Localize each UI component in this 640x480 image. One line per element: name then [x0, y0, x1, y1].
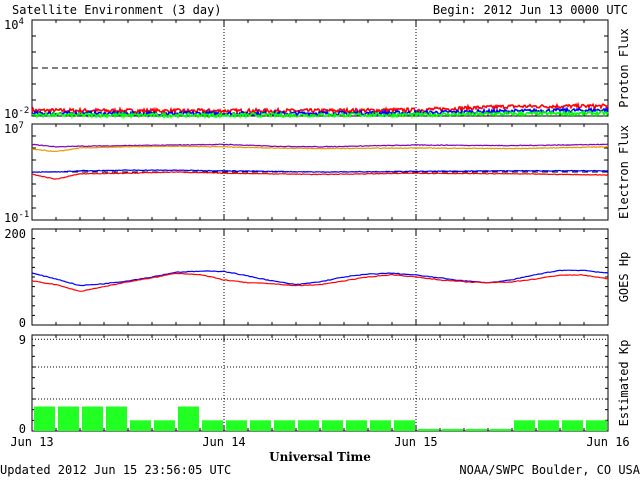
begin-time: Begin: 2012 Jun 13 0000 UTC: [433, 3, 628, 17]
kp-bar: [130, 420, 151, 431]
kp-bar: [82, 406, 103, 431]
x-tick-label: Jun 13: [10, 435, 53, 449]
kp-bar: [442, 428, 463, 431]
y-tick-label: 200: [4, 227, 26, 241]
chart-title: Satellite Environment (3 day): [12, 3, 222, 17]
series-line-hp: [31, 272, 609, 292]
y-axis-label: Proton Flux: [617, 28, 631, 107]
kp-bar: [106, 406, 127, 431]
series-line-electron: [31, 145, 609, 153]
kp-bar: [514, 420, 535, 431]
x-tick-label: Jun 15: [394, 435, 437, 449]
series-line-proton: [31, 101, 609, 116]
panel-frame: [31, 19, 609, 117]
y-tick-label: 104: [4, 17, 24, 32]
kp-bar: [250, 420, 271, 431]
kp-bar: [394, 420, 415, 431]
x-tick-label: Jun 16: [586, 435, 629, 449]
kp-bar: [490, 428, 511, 431]
kp-bar: [586, 420, 607, 431]
kp-bar: [466, 428, 487, 431]
panel-hp: 0 200 GOES Hp: [4, 227, 631, 330]
x-axis-label: Universal Time: [269, 450, 371, 464]
y-tick-label: 9: [19, 333, 26, 347]
kp-bar: [274, 420, 295, 431]
y-tick-label: 10-2: [4, 106, 29, 121]
updated-timestamp: Updated 2012 Jun 15 23:56:05 UTC: [0, 463, 231, 477]
series-line-electron: [32, 169, 609, 173]
kp-bar: [226, 420, 247, 431]
y-tick-label: 0: [19, 422, 26, 436]
kp-bar: [202, 420, 223, 431]
kp-bar: [322, 420, 343, 431]
kp-bar: [34, 406, 55, 431]
y-axis-label: Electron Flux: [617, 125, 631, 219]
panel-kp: 0 9 Estimated Kp: [19, 333, 631, 436]
kp-bar: [418, 428, 439, 431]
series-line-hp: [31, 269, 609, 287]
series-line-electron: [31, 171, 609, 180]
y-tick-label: 10-1: [4, 210, 29, 225]
kp-bar: [370, 420, 391, 431]
panel-proton: 104 10-2 Proton Flux: [4, 17, 631, 121]
panel-electron: 107 10-1 Electron Flux: [4, 121, 631, 225]
y-tick-label: 0: [19, 316, 26, 330]
y-tick-label: 107: [4, 121, 24, 136]
kp-bar: [562, 420, 583, 431]
kp-bar: [58, 406, 79, 431]
series-line-proton: [31, 109, 609, 120]
y-axis-label: Estimated Kp: [617, 340, 631, 427]
kp-bar: [154, 420, 175, 431]
kp-bar: [298, 420, 319, 431]
kp-bar: [538, 420, 559, 431]
x-tick-label: Jun 14: [202, 435, 245, 449]
kp-bar: [346, 420, 367, 431]
kp-bar: [178, 406, 199, 431]
y-axis-label: GOES Hp: [617, 252, 631, 303]
credit-text: NOAA/SWPC Boulder, CO USA: [459, 463, 640, 477]
